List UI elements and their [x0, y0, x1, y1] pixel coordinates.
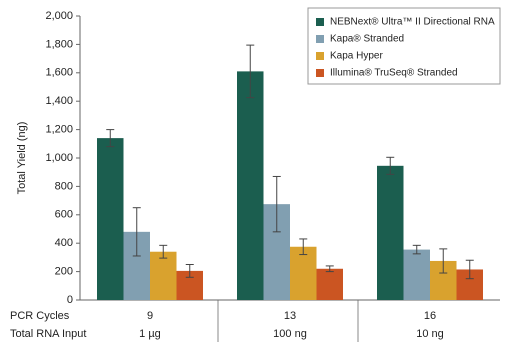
- bar: [290, 246, 317, 300]
- error-bar: [106, 129, 115, 148]
- legend-label: Kapa® Stranded: [330, 34, 404, 45]
- bar: [237, 71, 264, 300]
- x-tick-label: 10 ng: [416, 328, 444, 340]
- y-tick-label: 400: [55, 237, 73, 249]
- x-tick-label: 9: [147, 310, 153, 322]
- x-tick-label: 13: [284, 310, 296, 322]
- y-tick-label: 200: [55, 266, 73, 278]
- y-tick-label: 1,000: [45, 152, 73, 164]
- y-tick-label: 800: [55, 180, 73, 192]
- legend-swatch: [316, 35, 324, 43]
- x-tick-label: 1 µg: [139, 328, 161, 340]
- bar: [150, 251, 177, 300]
- error-bar: [439, 248, 448, 274]
- bar: [316, 268, 343, 300]
- legend-swatch: [316, 18, 324, 26]
- error-bar: [299, 238, 308, 256]
- legend-label: Illumina® TruSeq® Stranded: [330, 68, 458, 79]
- error-bar: [185, 264, 194, 278]
- error-bar: [386, 156, 395, 175]
- error-bar: [246, 44, 255, 99]
- y-axis-label: Total Yield (ng): [16, 122, 28, 195]
- y-tick-label: 1,600: [45, 67, 73, 79]
- legend-swatch: [316, 52, 324, 60]
- y-tick-label: 2,000: [45, 10, 73, 22]
- bar: [403, 249, 430, 300]
- row-label: Total RNA Input: [10, 328, 86, 340]
- y-tick-label: 1,400: [45, 95, 73, 107]
- y-tick-label: 0: [67, 294, 73, 306]
- error-bar: [132, 207, 141, 257]
- row-label: PCR Cycles: [10, 310, 70, 322]
- x-tick-label: 100 ng: [273, 328, 307, 340]
- legend-swatch: [316, 69, 324, 77]
- legend-label: NEBNext® Ultra™ II Directional RNA: [330, 17, 495, 28]
- error-bar: [465, 259, 474, 280]
- x-tick-label: 16: [424, 310, 436, 322]
- error-bar: [412, 244, 421, 255]
- legend-box: [307, 7, 501, 85]
- error-bar: [159, 244, 168, 259]
- y-tick-label: 600: [55, 209, 73, 221]
- y-tick-label: 1,800: [45, 38, 73, 50]
- error-bar: [272, 175, 281, 233]
- bar: [377, 165, 404, 300]
- error-bar: [325, 265, 334, 273]
- y-tick-label: 1,200: [45, 124, 73, 136]
- legend-label: Kapa Hyper: [330, 51, 383, 62]
- bar: [97, 138, 124, 300]
